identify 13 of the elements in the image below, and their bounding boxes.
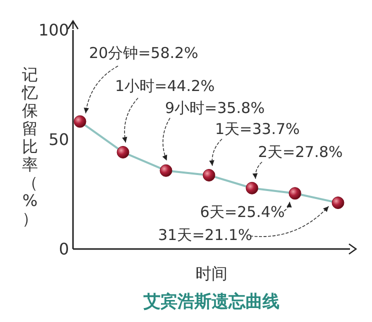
data-label: 31天=21.1% <box>158 226 252 244</box>
data-label: 1天=33.7% <box>215 120 300 138</box>
data-label: 9小时=35.8% <box>165 99 265 117</box>
y-tick-label: 100 <box>38 20 69 40</box>
data-label: 1小时=44.2% <box>115 77 215 95</box>
y-tick-label: 0 <box>58 240 69 259</box>
text: 艾宾浩斯遗忘曲线 <box>142 291 280 312</box>
text: 记忆保留比率（%） <box>22 65 38 228</box>
data-label: 6天=25.4% <box>200 203 285 221</box>
data-label: 2天=27.8% <box>258 143 343 161</box>
y-tick-label: 50 <box>48 130 69 150</box>
data-label: 20分钟=58.2% <box>89 44 198 62</box>
x-axis-title: 时间 <box>196 264 228 283</box>
